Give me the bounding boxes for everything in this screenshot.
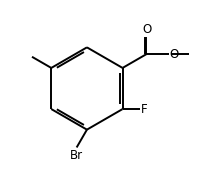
Text: O: O <box>169 48 179 61</box>
Text: O: O <box>142 23 151 36</box>
Text: Br: Br <box>70 149 83 162</box>
Text: F: F <box>141 103 147 116</box>
